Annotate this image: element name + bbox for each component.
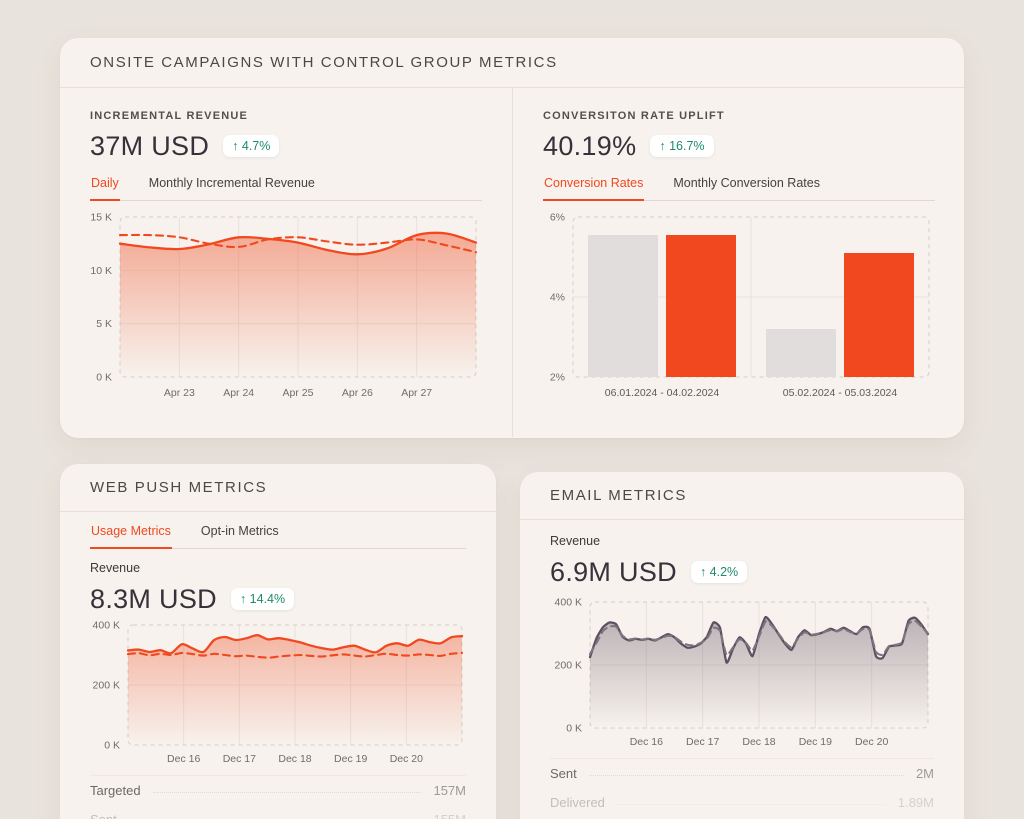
incremental-revenue-tabs: Daily Monthly Incremental Revenue [90, 176, 482, 201]
svg-text:Apr 24: Apr 24 [223, 387, 254, 399]
incremental-revenue-value: 37M USD [90, 130, 210, 161]
svg-text:15 K: 15 K [90, 212, 112, 224]
conversion-rate-tabs: Conversion Rates Monthly Conversion Rate… [543, 176, 935, 201]
svg-text:0 K: 0 K [566, 723, 582, 735]
email-revenue-value: 6.9M USD [550, 556, 677, 587]
web-push-revenue-chart: Dec 16 Dec 17 Dec 18 Dec 19 Dec 20 400 K 200 K… [93, 620, 464, 765]
svg-text:Dec 18: Dec 18 [742, 736, 775, 748]
web-push-card-header: WEB PUSH METRICS [60, 464, 496, 512]
svg-text:400 K: 400 K [555, 597, 582, 609]
incremental-revenue-chart: Apr 23 Apr 24 Apr 25 Apr 26 Apr 27 15 K 10 K 5 … [90, 212, 478, 399]
web-push-revenue-value: 8.3M USD [90, 583, 217, 614]
onsite-card-header: ONSITE CAMPAIGNS WITH CONTROL GROUP METR… [60, 38, 964, 88]
svg-text:Apr 26: Apr 26 [342, 387, 373, 399]
conversion-rate-uplift-delta-badge: ↑ 16.7% [650, 135, 714, 157]
svg-text:5 K: 5 K [96, 318, 112, 330]
svg-text:Dec 20: Dec 20 [855, 736, 888, 748]
stat-row-targeted: Targeted 157M [90, 783, 466, 798]
conversion-rate-uplift-panel: CONVERSITON RATE UPLIFT 40.19% ↑ 16.7% C… [512, 88, 965, 437]
svg-text:2%: 2% [550, 372, 565, 384]
svg-text:Dec 16: Dec 16 [630, 736, 663, 748]
conversion-rate-uplift-chart: 6% 4% 2% 06.01.2024 - 04.02.2024 05.02.2024 … [550, 212, 930, 399]
web-push-card-title: WEB PUSH METRICS [90, 479, 268, 496]
email-revenue-chart: Dec 16 Dec 17 Dec 18 Dec 19 Dec 20 400 K 200 K… [555, 597, 930, 748]
onsite-card-title: ONSITE CAMPAIGNS WITH CONTROL GROUP METR… [90, 54, 558, 71]
tab-conversion-rates[interactable]: Conversion Rates [543, 176, 645, 201]
tab-monthly-conversion-rates[interactable]: Monthly Conversion Rates [673, 176, 820, 190]
svg-text:05.02.2024 - 05.03.2024: 05.02.2024 - 05.03.2024 [783, 387, 898, 399]
onsite-campaigns-card: ONSITE CAMPAIGNS WITH CONTROL GROUP METR… [60, 38, 964, 438]
email-card-header: EMAIL METRICS [520, 472, 964, 520]
svg-text:Dec 16: Dec 16 [167, 753, 200, 765]
email-card-title: EMAIL METRICS [550, 487, 687, 504]
svg-text:Dec 18: Dec 18 [278, 753, 311, 765]
dotted-leader [616, 804, 886, 805]
tab-usage-metrics[interactable]: Usage Metrics [90, 524, 172, 549]
svg-text:4%: 4% [550, 292, 565, 304]
svg-text:6%: 6% [550, 212, 565, 224]
tab-opt-in-metrics[interactable]: Opt-in Metrics [200, 524, 279, 538]
email-revenue-label: Revenue [550, 534, 601, 548]
conversion-rate-uplift-label: CONVERSITON RATE UPLIFT [543, 110, 725, 122]
svg-text:Apr 27: Apr 27 [401, 387, 432, 399]
svg-text:200 K: 200 K [555, 660, 582, 672]
svg-text:Dec 19: Dec 19 [334, 753, 367, 765]
incremental-revenue-panel: INCREMENTAL REVENUE 37M USD ↑ 4.7% Daily… [60, 88, 512, 437]
svg-text:Dec 17: Dec 17 [686, 736, 719, 748]
svg-text:400 K: 400 K [93, 620, 120, 632]
incremental-revenue-delta-badge: ↑ 4.7% [223, 135, 280, 157]
svg-text:Dec 17: Dec 17 [223, 753, 256, 765]
svg-text:Dec 20: Dec 20 [390, 753, 423, 765]
svg-text:Dec 19: Dec 19 [799, 736, 832, 748]
web-push-revenue-label: Revenue [90, 561, 141, 575]
web-push-revenue-delta-badge: ↑ 14.4% [230, 588, 295, 610]
email-stats: Sent 2M Delivered 1.89M [550, 758, 934, 817]
svg-text:10 K: 10 K [90, 265, 112, 277]
stat-row-sent: Sent 2M [550, 766, 934, 781]
dotted-leader [152, 792, 422, 793]
onsite-card-panels: INCREMENTAL REVENUE 37M USD ↑ 4.7% Daily… [60, 88, 964, 437]
svg-text:Apr 23: Apr 23 [164, 387, 195, 399]
svg-text:200 K: 200 K [93, 680, 120, 692]
conversion-rate-uplift-value: 40.19% [543, 130, 637, 161]
email-metrics-card: EMAIL METRICS Revenue 6.9M USD ↑ 4.2% De… [520, 472, 964, 819]
email-revenue-delta-badge: ↑ 4.2% [690, 561, 748, 583]
incremental-revenue-label: INCREMENTAL REVENUE [90, 110, 249, 122]
dotted-leader [588, 775, 904, 776]
svg-text:Apr 25: Apr 25 [283, 387, 314, 399]
svg-text:06.01.2024 - 04.02.2024: 06.01.2024 - 04.02.2024 [605, 387, 720, 399]
stat-row-sent: Sent 155M [90, 805, 466, 819]
stat-row-delivered: Delivered 1.89M [550, 795, 934, 810]
svg-text:0 K: 0 K [96, 372, 112, 384]
web-push-metrics-card: WEB PUSH METRICS Usage Metrics Opt-in Me… [60, 464, 496, 819]
web-push-stats: Targeted 157M Sent 155M [90, 775, 466, 819]
web-push-tabs: Usage Metrics Opt-in Metrics [90, 524, 466, 549]
tab-monthly-incremental-revenue[interactable]: Monthly Incremental Revenue [148, 176, 315, 190]
tab-daily[interactable]: Daily [90, 176, 120, 201]
svg-text:0 K: 0 K [104, 740, 120, 752]
